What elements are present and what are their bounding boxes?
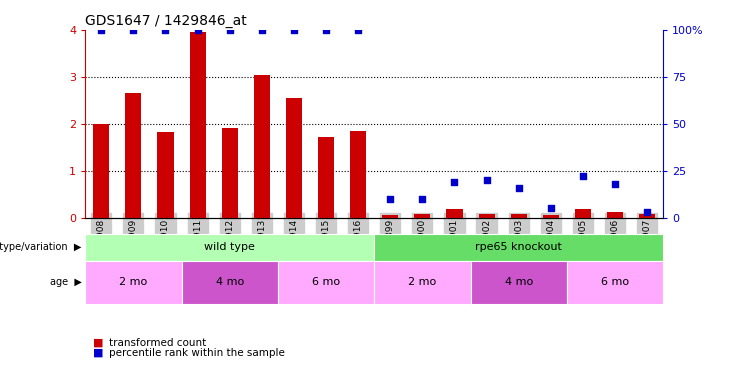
Bar: [253, 75, 270, 217]
Bar: [157, 132, 173, 218]
Bar: [182, 261, 278, 304]
Point: [159, 27, 171, 33]
Bar: [318, 137, 334, 218]
Text: genotype/variation  ▶: genotype/variation ▶: [0, 243, 82, 252]
Bar: [374, 234, 663, 261]
Bar: [286, 98, 302, 218]
Text: ■: ■: [93, 348, 103, 357]
Bar: [479, 214, 495, 217]
Point: [352, 27, 364, 33]
Bar: [374, 261, 471, 304]
Bar: [575, 209, 591, 218]
Text: percentile rank within the sample: percentile rank within the sample: [109, 348, 285, 357]
Text: GDS1647 / 1429846_at: GDS1647 / 1429846_at: [85, 13, 247, 28]
Bar: [382, 215, 399, 217]
Point: [127, 27, 139, 33]
Bar: [414, 214, 431, 217]
Point: [513, 184, 525, 190]
Point: [448, 179, 460, 185]
Bar: [607, 212, 623, 217]
Point: [481, 177, 493, 183]
Text: 2 mo: 2 mo: [119, 277, 147, 287]
Point: [545, 205, 556, 211]
Text: 2 mo: 2 mo: [408, 277, 436, 287]
Point: [385, 196, 396, 202]
Bar: [639, 214, 655, 217]
Point: [577, 173, 589, 179]
Bar: [93, 124, 110, 218]
Text: rpe65 knockout: rpe65 knockout: [475, 243, 562, 252]
Bar: [222, 128, 238, 218]
Text: 6 mo: 6 mo: [601, 277, 629, 287]
Bar: [446, 209, 462, 218]
Bar: [350, 131, 366, 218]
Point: [96, 27, 107, 33]
Bar: [278, 261, 374, 304]
Text: 4 mo: 4 mo: [216, 277, 244, 287]
Text: age  ▶: age ▶: [50, 277, 82, 287]
Point: [641, 209, 653, 215]
Bar: [471, 261, 567, 304]
Bar: [125, 93, 142, 218]
Bar: [85, 261, 182, 304]
Bar: [190, 32, 205, 218]
Text: 6 mo: 6 mo: [312, 277, 340, 287]
Point: [224, 27, 236, 33]
Text: wild type: wild type: [205, 243, 255, 252]
Point: [256, 27, 268, 33]
Text: 4 mo: 4 mo: [505, 277, 533, 287]
Bar: [511, 214, 527, 217]
Text: ■: ■: [93, 338, 103, 348]
Bar: [567, 261, 663, 304]
Point: [288, 27, 300, 33]
Point: [609, 181, 621, 187]
Text: transformed count: transformed count: [109, 338, 206, 348]
Bar: [542, 215, 559, 217]
Bar: [85, 234, 374, 261]
Point: [192, 27, 204, 33]
Point: [320, 27, 332, 33]
Point: [416, 196, 428, 202]
